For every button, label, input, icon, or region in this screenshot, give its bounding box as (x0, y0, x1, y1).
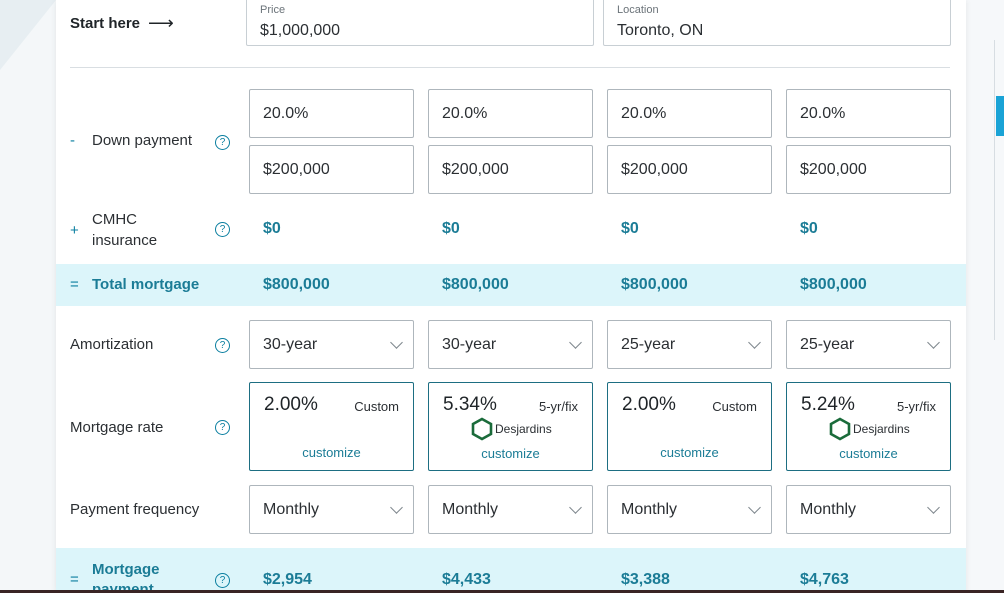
help-icon[interactable]: ? (215, 135, 230, 150)
down-payment-row-label: - Down payment (70, 132, 192, 149)
mortgage-payment-band (56, 548, 966, 593)
location-field[interactable]: Location Toronto, ON (603, 0, 951, 46)
payment-frequency-label: Payment frequency (70, 501, 200, 518)
price-input[interactable]: $1,000,000 (260, 22, 341, 39)
divider (70, 67, 950, 68)
price-field[interactable]: Price $1,000,000 (246, 0, 594, 46)
scroll-indicator[interactable] (996, 96, 1004, 136)
help-icon[interactable]: ? (215, 338, 230, 353)
chevron-down-icon (748, 501, 761, 514)
chevron-down-icon (390, 501, 403, 514)
mortgage-rate-card[interactable]: 2.00% Custom customize (249, 382, 414, 471)
chevron-down-icon (927, 501, 940, 514)
chevron-down-icon (927, 336, 940, 349)
chevron-down-icon (390, 336, 403, 349)
down-payment-percent-input[interactable]: 20.0% (786, 89, 951, 138)
rate-value: 2.00% (622, 394, 676, 415)
mortgage-payment-value: $4,763 (800, 571, 849, 588)
total-mortgage-row-label: = Total mortgage (70, 276, 199, 293)
mortgage-payment-value: $4,433 (442, 571, 491, 588)
chevron-down-icon (569, 336, 582, 349)
down-payment-percent-input[interactable]: 20.0% (607, 89, 772, 138)
amortization-select[interactable]: 25-year (607, 320, 772, 369)
location-input[interactable]: Toronto, ON (617, 22, 704, 39)
payment-frequency-select[interactable]: Monthly (428, 485, 593, 534)
desjardins-hexagon-icon (829, 417, 851, 441)
location-label: Location (617, 4, 659, 16)
minus-sign: - (70, 132, 75, 149)
cmhc-value: $0 (800, 220, 818, 237)
down-payment-percent-input[interactable]: 20.0% (428, 89, 593, 138)
mortgage-rate-card[interactable]: 5.34% 5-yr/fix Desjardins customize (428, 382, 593, 471)
total-mortgage-value: $800,000 (621, 276, 688, 293)
lender-name: Desjardins (853, 422, 910, 436)
total-mortgage-value: $800,000 (442, 276, 509, 293)
cmhc-label: CMHC insurance (92, 211, 158, 249)
customize-link[interactable]: customize (660, 445, 719, 460)
mortgage-rate-card[interactable]: 5.24% 5-yr/fix Desjardins customize (786, 382, 951, 471)
down-payment-amount-input[interactable]: $200,000 (786, 145, 951, 194)
right-divider (994, 40, 995, 340)
payment-frequency-select[interactable]: Monthly (786, 485, 951, 534)
cmhc-value: $0 (263, 220, 281, 237)
decorative-shape (0, 0, 56, 70)
rate-type: Custom (712, 399, 757, 414)
bottom-strip (0, 590, 1004, 593)
customize-link[interactable]: customize (481, 446, 540, 461)
rate-type: Custom (354, 399, 399, 414)
total-mortgage-band (56, 264, 966, 306)
payment-frequency-select[interactable]: Monthly (607, 485, 772, 534)
total-mortgage-label: Total mortgage (92, 276, 200, 293)
mortgage-payment-value: $2,954 (263, 571, 312, 588)
mortgage-calculator-card: Start here ⟶ Price $1,000,000 Location To… (56, 0, 966, 593)
rate-value: 5.34% (443, 394, 497, 415)
customize-link[interactable]: customize (302, 445, 361, 460)
price-label: Price (260, 4, 286, 16)
payment-frequency-select[interactable]: Monthly (249, 485, 414, 534)
chevron-down-icon (748, 336, 761, 349)
rate-type: 5-yr/fix (897, 399, 936, 414)
down-payment-label: Down payment (92, 132, 193, 149)
help-icon[interactable]: ? (215, 222, 230, 237)
start-here-label: Start here ⟶ (70, 13, 174, 33)
desjardins-hexagon-icon (471, 417, 493, 441)
mortgage-payment-value: $3,388 (621, 571, 670, 588)
mortgage-rate-label: Mortgage rate (70, 419, 164, 436)
help-icon[interactable]: ? (215, 420, 230, 435)
arrow-right-icon: ⟶ (148, 13, 174, 33)
mortgage-rate-card[interactable]: 2.00% Custom customize (607, 382, 772, 471)
amortization-select[interactable]: 30-year (428, 320, 593, 369)
equals-sign: = (70, 571, 79, 588)
plus-sign: + (70, 221, 79, 239)
help-icon[interactable]: ? (215, 573, 230, 588)
cmhc-value: $0 (442, 220, 460, 237)
amortization-select[interactable]: 25-year (786, 320, 951, 369)
chevron-down-icon (569, 501, 582, 514)
rate-value: 2.00% (264, 394, 318, 415)
amortization-label: Amortization (70, 336, 154, 353)
amortization-select[interactable]: 30-year (249, 320, 414, 369)
customize-link[interactable]: customize (839, 446, 898, 461)
rate-type: 5-yr/fix (539, 399, 578, 414)
down-payment-amount-input[interactable]: $200,000 (607, 145, 772, 194)
cmhc-value: $0 (621, 220, 639, 237)
page-background (0, 0, 56, 593)
right-panel (966, 0, 1004, 593)
rate-value: 5.24% (801, 394, 855, 415)
cmhc-row-label: + CMHC insurance (70, 209, 172, 251)
down-payment-percent-input[interactable]: 20.0% (249, 89, 414, 138)
total-mortgage-value: $800,000 (800, 276, 867, 293)
lender: Desjardins (471, 417, 552, 441)
mortgage-payment-label: Mortgage payment (92, 561, 160, 593)
lender: Desjardins (829, 417, 910, 441)
down-payment-amount-input[interactable]: $200,000 (249, 145, 414, 194)
equals-sign: = (70, 276, 79, 293)
total-mortgage-value: $800,000 (263, 276, 330, 293)
down-payment-amount-input[interactable]: $200,000 (428, 145, 593, 194)
lender-name: Desjardins (495, 422, 552, 436)
mortgage-payment-row-label: = Mortgage payment (70, 560, 172, 593)
